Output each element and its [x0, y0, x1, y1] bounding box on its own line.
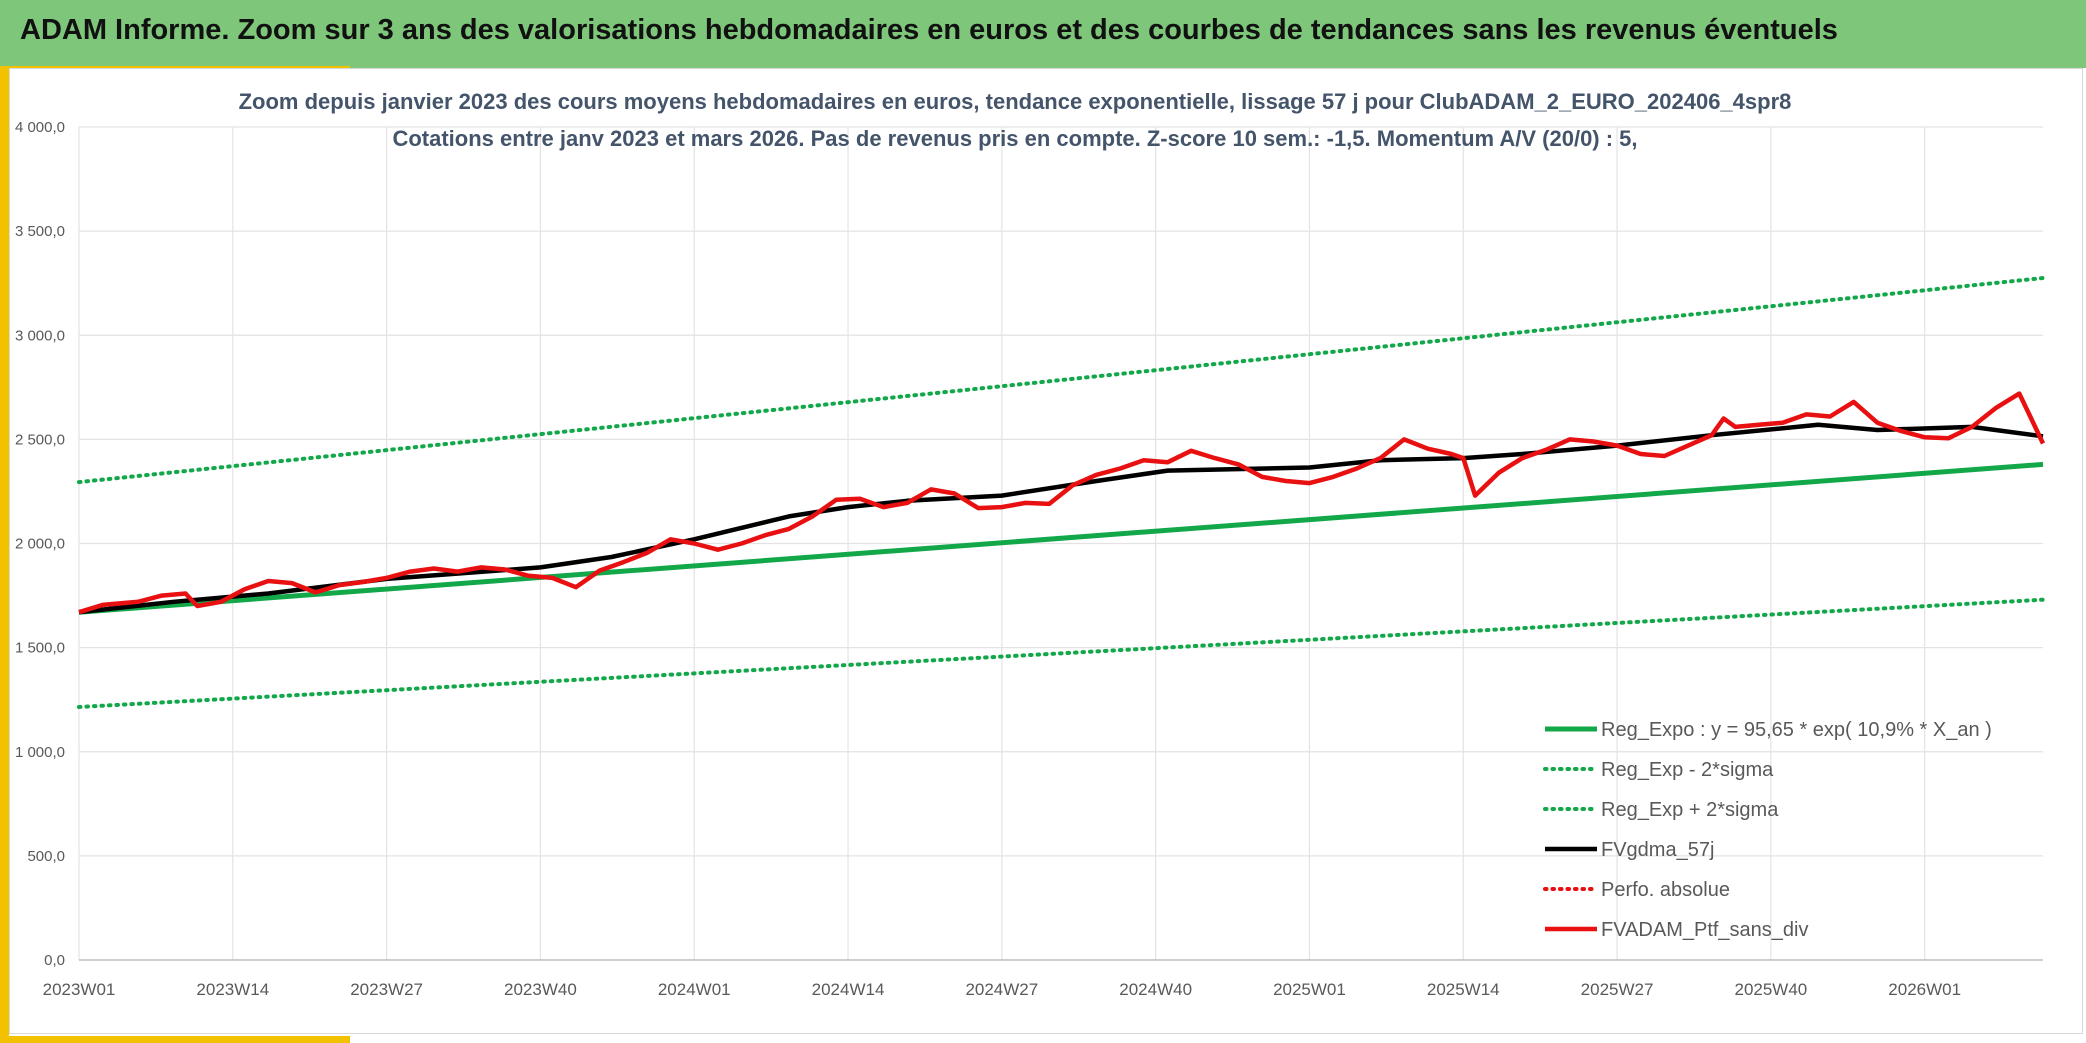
chart-svg: 0,0 500,0 1 000,0 1 500,0 2 000,0 2 500,0 3 00… [15, 89, 2046, 999]
chart-legend: Reg_Expo : y = 95,65 * exp( 10,9% * X_an… [1543, 719, 1992, 941]
y-tick-label: 1 000,0 [15, 744, 65, 761]
series-line-reg-expo-y-95-65-exp-10-9-x-an- [78, 461, 2044, 615]
legend-label: Reg_Expo : y = 95,65 * exp( 10,9% * X_an… [1601, 719, 1992, 741]
x-tick-label: 2024W27 [965, 980, 1038, 999]
legend-label: FVgdma_57j [1601, 839, 1714, 861]
y-tick-label: 1 500,0 [15, 640, 65, 657]
accent-bar-bottom [0, 1036, 350, 1043]
x-tick-label: 2023W40 [504, 980, 577, 999]
y-tick-label: 3 000,0 [15, 327, 65, 344]
y-tick-label: 500,0 [27, 848, 65, 865]
legend-label: FVADAM_Ptf_sans_div [1601, 919, 1809, 941]
x-tick-label: 2024W01 [658, 980, 731, 999]
x-tick-label: 2023W14 [196, 980, 269, 999]
x-tick-label: 2025W40 [1734, 980, 1807, 999]
chart-title-line2: Cotations entre janv 2023 et mars 2026. … [392, 126, 1637, 151]
header-banner: ADAM Informe. Zoom sur 3 ans des valoris… [0, 0, 2086, 68]
y-tick-label: 2 500,0 [15, 431, 65, 448]
chart-title-line1: Zoom depuis janvier 2023 des cours moyen… [239, 89, 1792, 114]
y-tick-label: 2 000,0 [15, 536, 65, 553]
legend-label: Reg_Exp + 2*sigma [1601, 799, 1779, 821]
x-tick-label: 2024W14 [812, 980, 885, 999]
banner-title: ADAM Informe. Zoom sur 3 ans des valoris… [20, 14, 1838, 46]
y-tick-label: 3 500,0 [15, 223, 65, 240]
series-line-fvadam-ptf-sans-div [78, 391, 2046, 615]
series-line-reg-exp-2-sigma [77, 597, 2045, 709]
x-tick-label: 2023W27 [350, 980, 423, 999]
x-tick-label: 2025W14 [1427, 980, 1500, 999]
legend-label: Perfo. absolue [1601, 879, 1730, 901]
x-tick-label: 2025W01 [1273, 980, 1346, 999]
legend-label: Reg_Exp - 2*sigma [1601, 759, 1774, 781]
series-line-reg-exp-2-sigma [77, 276, 2045, 485]
x-tick-label: 2024W40 [1119, 980, 1192, 999]
x-tick-label: 2023W01 [43, 980, 116, 999]
series-line-fvgdma-57j [78, 422, 2044, 615]
x-tick-label: 2025W27 [1581, 980, 1654, 999]
chart-area: 0,0 500,0 1 000,0 1 500,0 2 000,0 2 500,0 3 00… [9, 68, 2083, 1034]
accent-bar-left [0, 68, 9, 1043]
y-tick-label: 4 000,0 [15, 119, 65, 136]
y-tick-label: 0,0 [44, 952, 65, 969]
x-tick-label: 2026W01 [1888, 980, 1961, 999]
